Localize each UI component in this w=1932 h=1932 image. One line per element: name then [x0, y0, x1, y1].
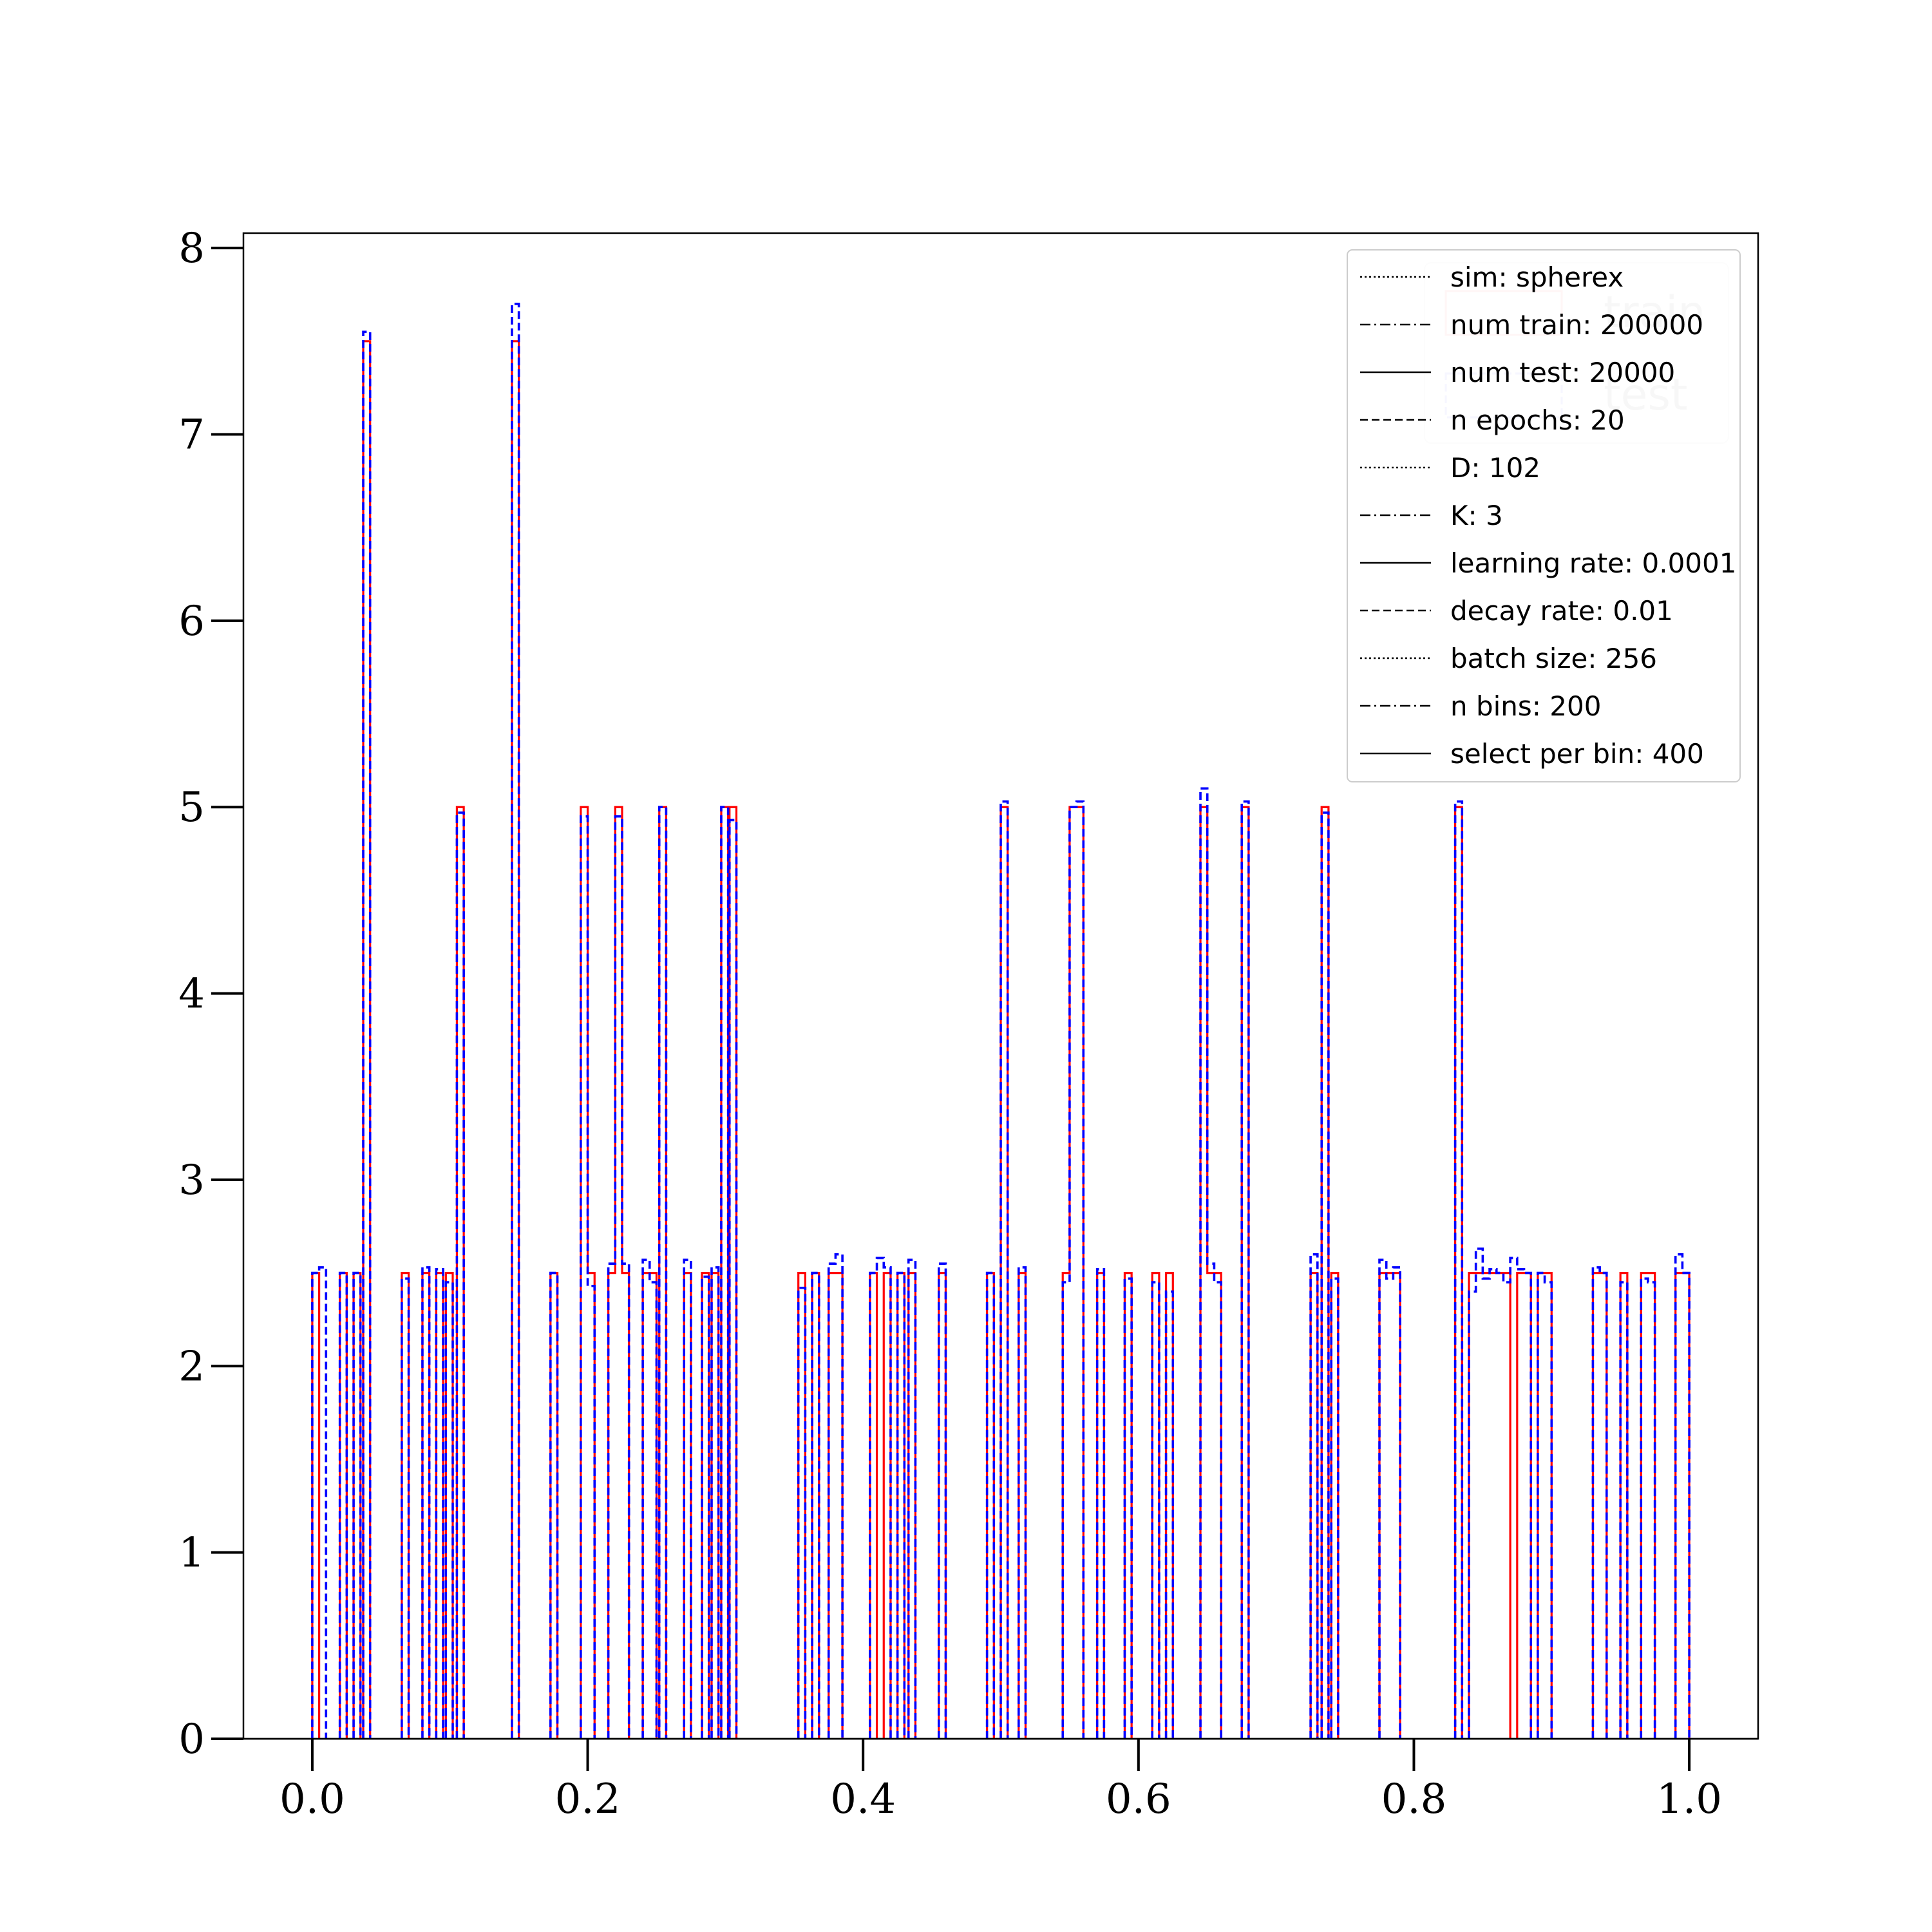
x-tick-label: 0.0 — [279, 1776, 345, 1823]
x-tick-label: 0.4 — [830, 1776, 896, 1823]
y-tick-label: 0 — [178, 1716, 205, 1763]
y-tick-label: 6 — [178, 598, 205, 645]
legend: sim: spherex num train: 200000 num test: 2… — [1347, 249, 1741, 782]
x-axis: 0.0 0.2 0.4 0.6 0.8 1.0 — [279, 1739, 1722, 1823]
legend-label: n bins: 200 — [1450, 690, 1601, 722]
y-tick-label: 4 — [178, 971, 205, 1018]
plot-frame — [242, 232, 1759, 1740]
y-tick-label: 1 — [178, 1530, 205, 1577]
legend-label: n epochs: 20 — [1450, 404, 1625, 436]
y-tick-label: 5 — [178, 784, 205, 831]
legend-label: sim: spherex — [1450, 261, 1624, 293]
y-tick-label: 8 — [178, 225, 205, 272]
legend-label: batch size: 256 — [1450, 643, 1657, 674]
legend-label: select per bin: 400 — [1450, 738, 1704, 770]
legend-label: decay rate: 0.01 — [1450, 595, 1673, 627]
y-axis: 0 1 2 3 4 5 6 7 8 — [178, 225, 243, 1763]
x-tick-label: 1.0 — [1656, 1776, 1722, 1823]
x-tick-label: 0.8 — [1381, 1776, 1447, 1823]
histogram-step-test — [311, 303, 1690, 1739]
legend-frame — [1347, 249, 1741, 782]
legend-label: D: 102 — [1450, 452, 1540, 484]
legend-label: num test: 20000 — [1450, 357, 1675, 388]
y-tick-label: 7 — [178, 412, 205, 459]
y-tick-label: 2 — [178, 1343, 205, 1390]
x-tick-label: 0.2 — [555, 1776, 621, 1823]
legend-label: K: 3 — [1450, 500, 1503, 531]
legend-label: num train: 200000 — [1450, 309, 1703, 341]
legend-label: learning rate: 0.0001 — [1450, 547, 1736, 579]
series-test — [311, 303, 1690, 1739]
x-tick-label: 0.6 — [1106, 1776, 1171, 1823]
y-tick-label: 3 — [178, 1157, 205, 1204]
